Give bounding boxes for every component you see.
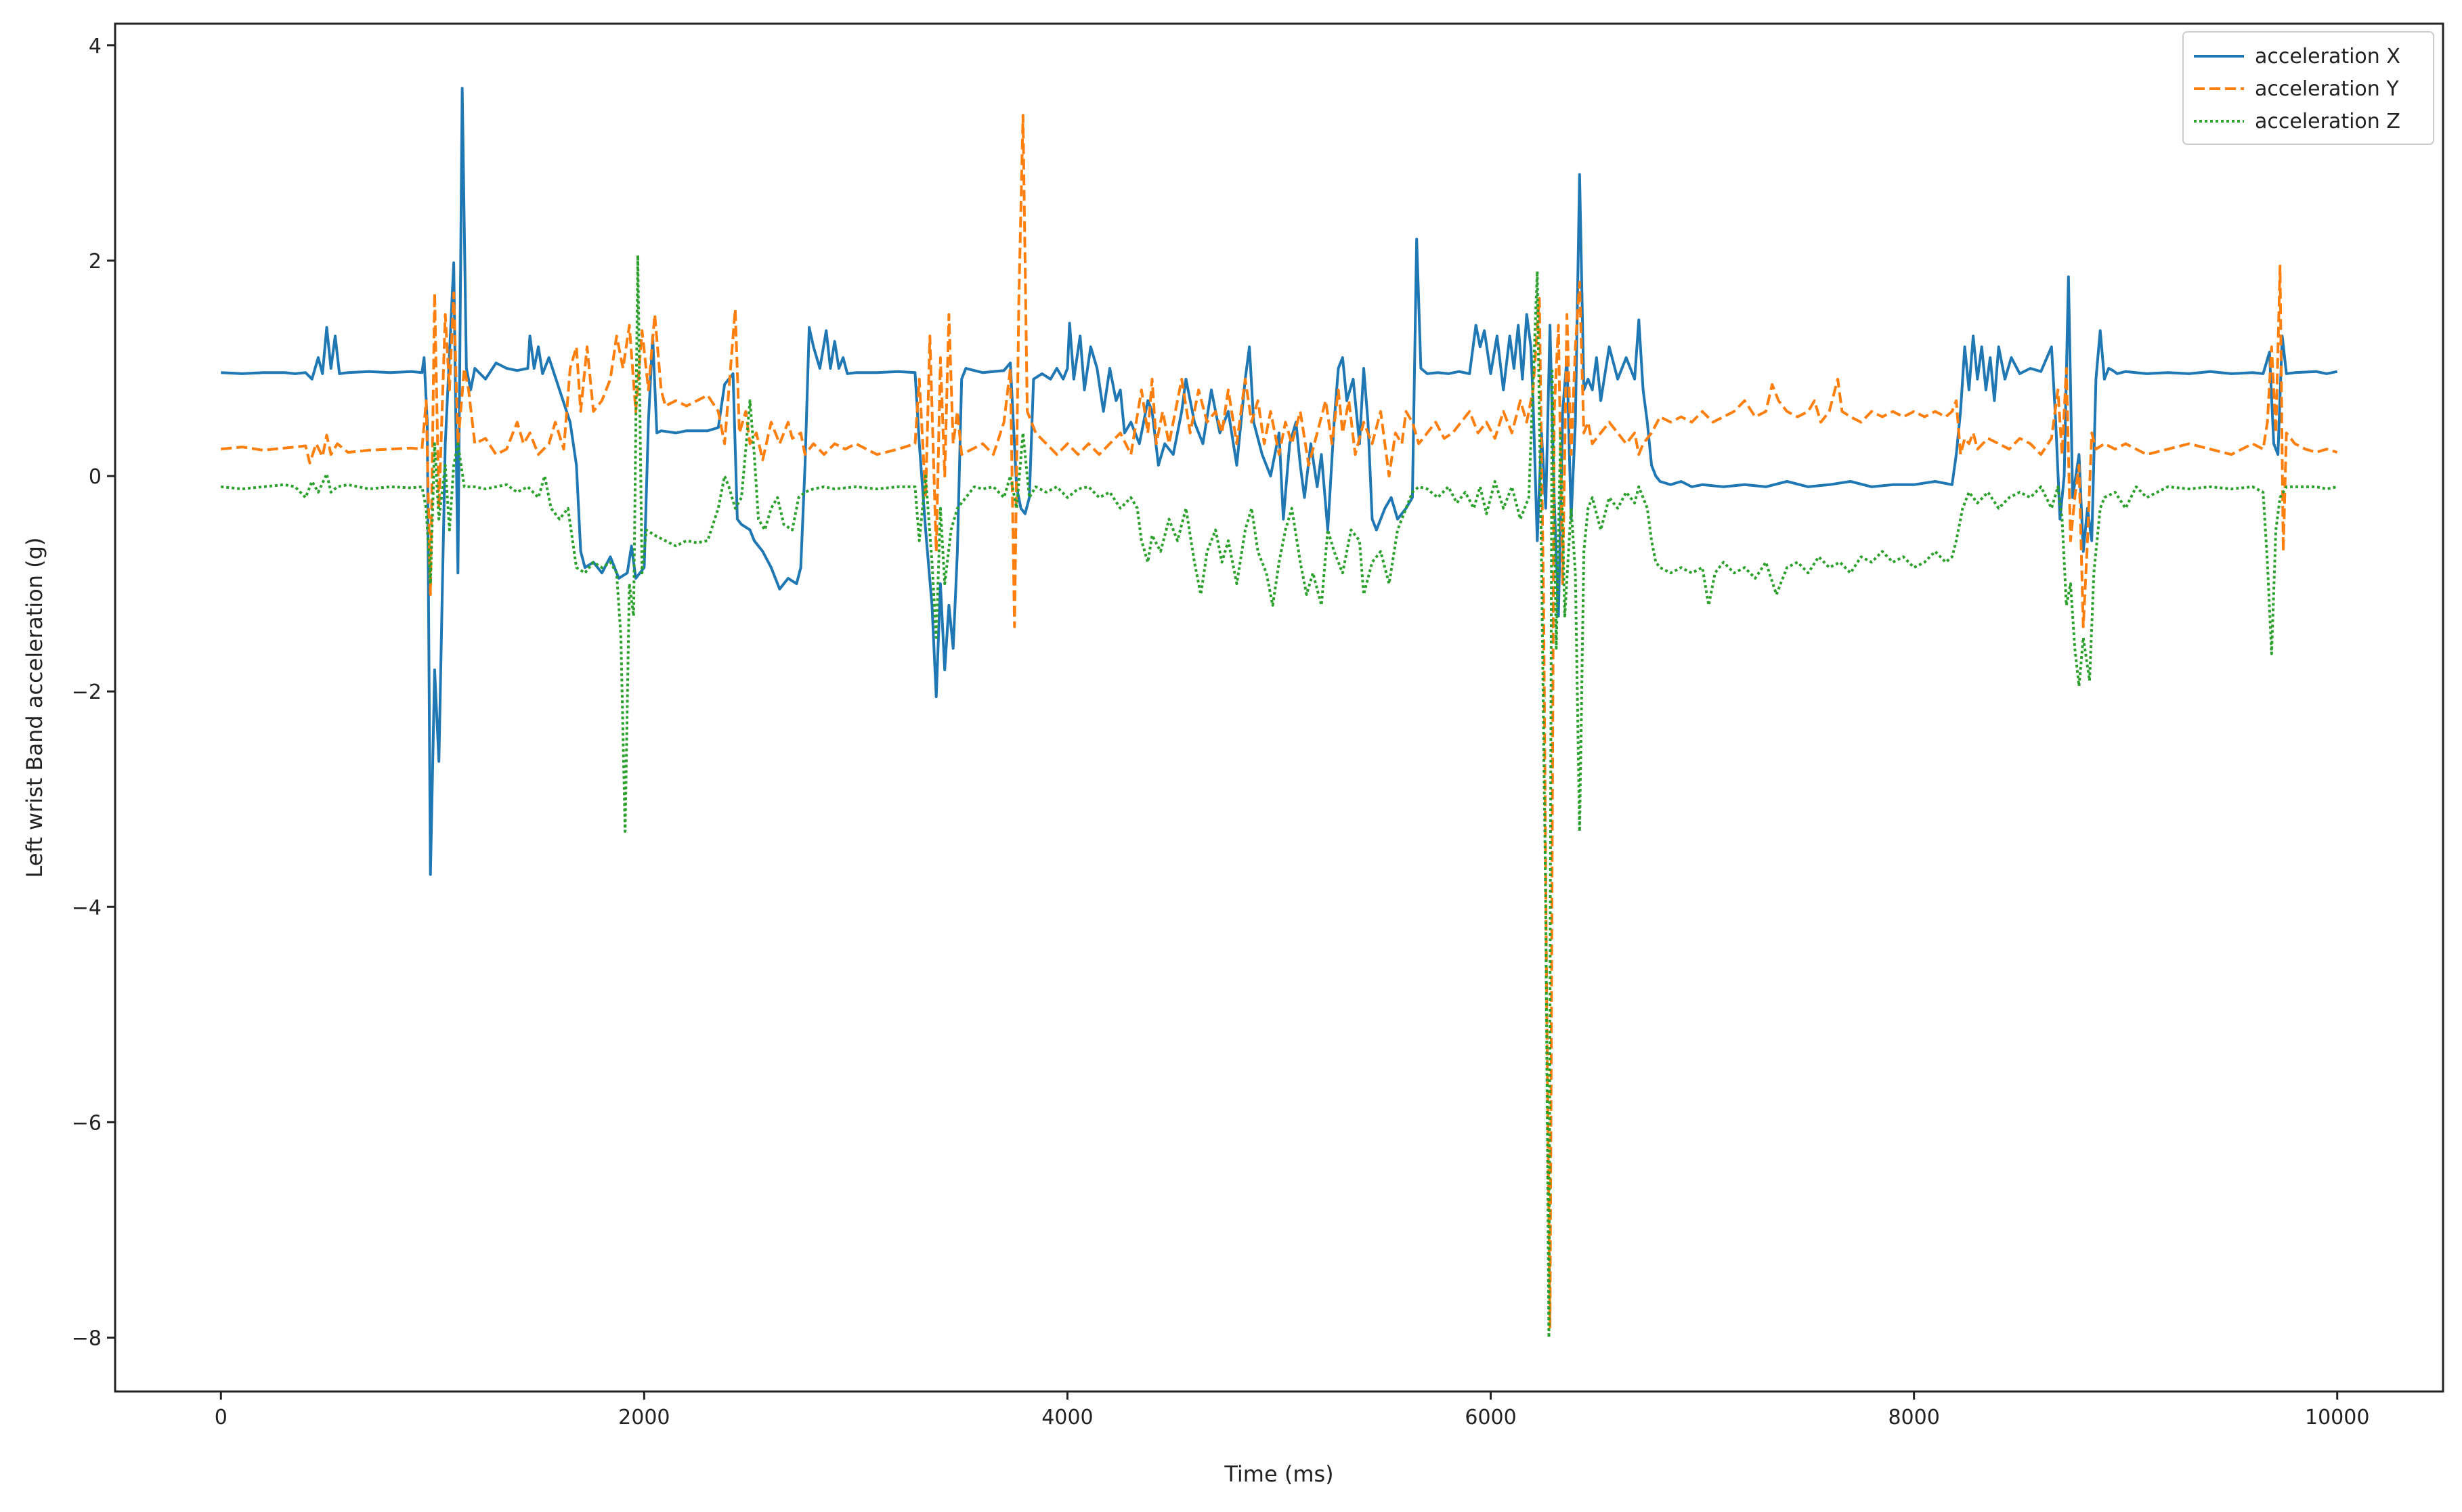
series-layer — [221, 87, 2338, 1339]
legend-label: acceleration X — [2255, 45, 2400, 68]
legend-label: acceleration Y — [2255, 77, 2399, 101]
x-tick-label: 10000 — [2305, 1406, 2369, 1429]
y-tick-label: 4 — [89, 35, 102, 58]
series-line-3 — [221, 254, 2338, 1339]
y-axis-label: Left wrist Band acceleration (g) — [22, 538, 47, 878]
legend-box — [2182, 31, 2434, 145]
x-tick-label: 0 — [215, 1406, 228, 1429]
plot-frame — [114, 22, 2444, 1393]
x-axis-label: Time (ms) — [1224, 1461, 1333, 1487]
x-axis: 0 2000 4000 6000 8000 10000 — [215, 1391, 2369, 1429]
legend: acceleration X acceleration Y acceleration… — [2182, 31, 2434, 145]
y-tick-label: −2 — [72, 681, 102, 704]
x-tick-label: 2000 — [618, 1406, 670, 1429]
x-tick-label: 4000 — [1041, 1406, 1093, 1429]
y-tick-label: −6 — [72, 1111, 102, 1135]
y-axis: 4 2 0 −2 −4 −6 −8 — [72, 35, 115, 1350]
x-tick-label: 8000 — [1888, 1406, 1939, 1429]
y-tick-label: −4 — [72, 896, 102, 920]
y-tick-label: −8 — [72, 1326, 102, 1350]
y-tick-label: 2 — [89, 250, 102, 274]
legend-label: acceleration Z — [2255, 110, 2400, 133]
x-tick-label: 6000 — [1465, 1406, 1516, 1429]
y-tick-label: 0 — [89, 465, 102, 489]
series-line-2 — [221, 114, 2338, 1329]
